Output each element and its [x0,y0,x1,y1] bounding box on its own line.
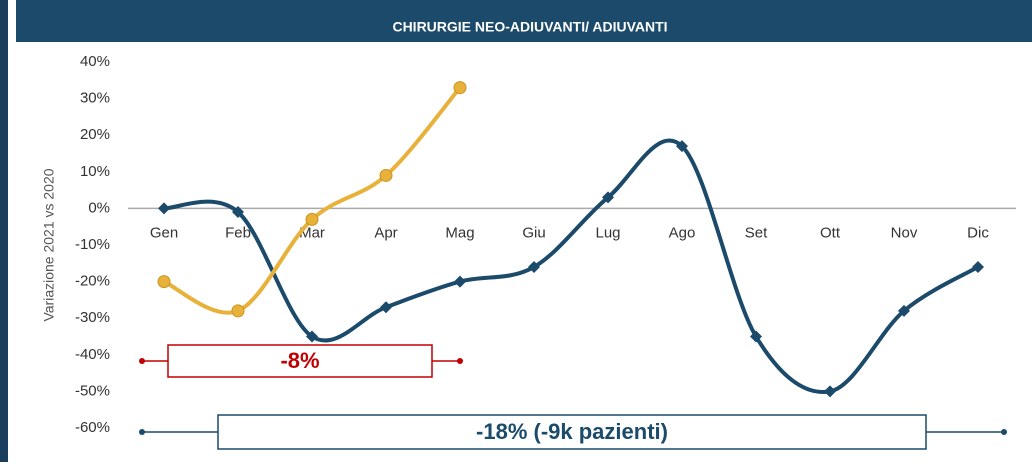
annotation-end [139,429,145,435]
x-tick-label: Apr [374,224,397,241]
point-marker [454,275,466,288]
header-bar [16,0,1032,42]
point-marker [824,385,836,398]
annotation-end [139,358,145,364]
point-marker [305,212,319,226]
point-marker [231,304,245,318]
y-tick-label: 30% [80,90,110,107]
annotation-text: -8% [280,348,319,373]
y-tick-label: -60% [75,419,110,436]
y-tick-label: -40% [75,346,110,363]
annotation-end [457,358,463,364]
x-tick-label: Nov [891,224,918,241]
point-marker [158,202,170,215]
x-tick-label: Gen [150,224,178,241]
point-marker [157,275,171,289]
y-tick-label: 40% [80,53,110,70]
point-marker [898,304,910,317]
point-marker [453,81,467,95]
point-marker [379,168,393,182]
annotation-end [1001,429,1007,435]
x-tick-label: Dic [967,224,989,241]
point-marker [528,260,540,273]
point-marker [232,206,244,219]
y-axis-label: Variazione 2021 vs 2020 [41,168,57,321]
point-marker [972,260,984,273]
y-tick-label: 20% [80,126,110,143]
point-marker [306,330,318,343]
chart-title: CHIRURGIE NEO-ADIUVANTI/ ADIUVANTI [392,19,667,35]
annotation-box [167,344,433,378]
y-tick-label: -10% [75,236,110,253]
x-tick-label: Feb [225,224,251,241]
annotation-text: -18% (-9k pazienti) [476,419,668,444]
x-tick-label: Ott [820,224,841,241]
annotation-box [217,414,927,450]
point-marker [602,191,614,204]
x-tick-label: Set [745,224,768,241]
x-tick-label: Lug [595,224,620,241]
y-tick-label: -30% [75,309,110,326]
y-tick-label: -50% [75,382,110,399]
x-tick-label: Giu [522,224,545,241]
x-tick-label: Mag [445,224,474,241]
side-strip [0,0,8,462]
point-marker [676,140,688,153]
point-marker [380,301,392,314]
point-marker [750,330,762,343]
y-tick-label: -20% [75,273,110,290]
y-tick-label: 0% [88,199,110,216]
x-tick-label: Ago [669,224,696,241]
y-tick-label: 10% [80,163,110,180]
